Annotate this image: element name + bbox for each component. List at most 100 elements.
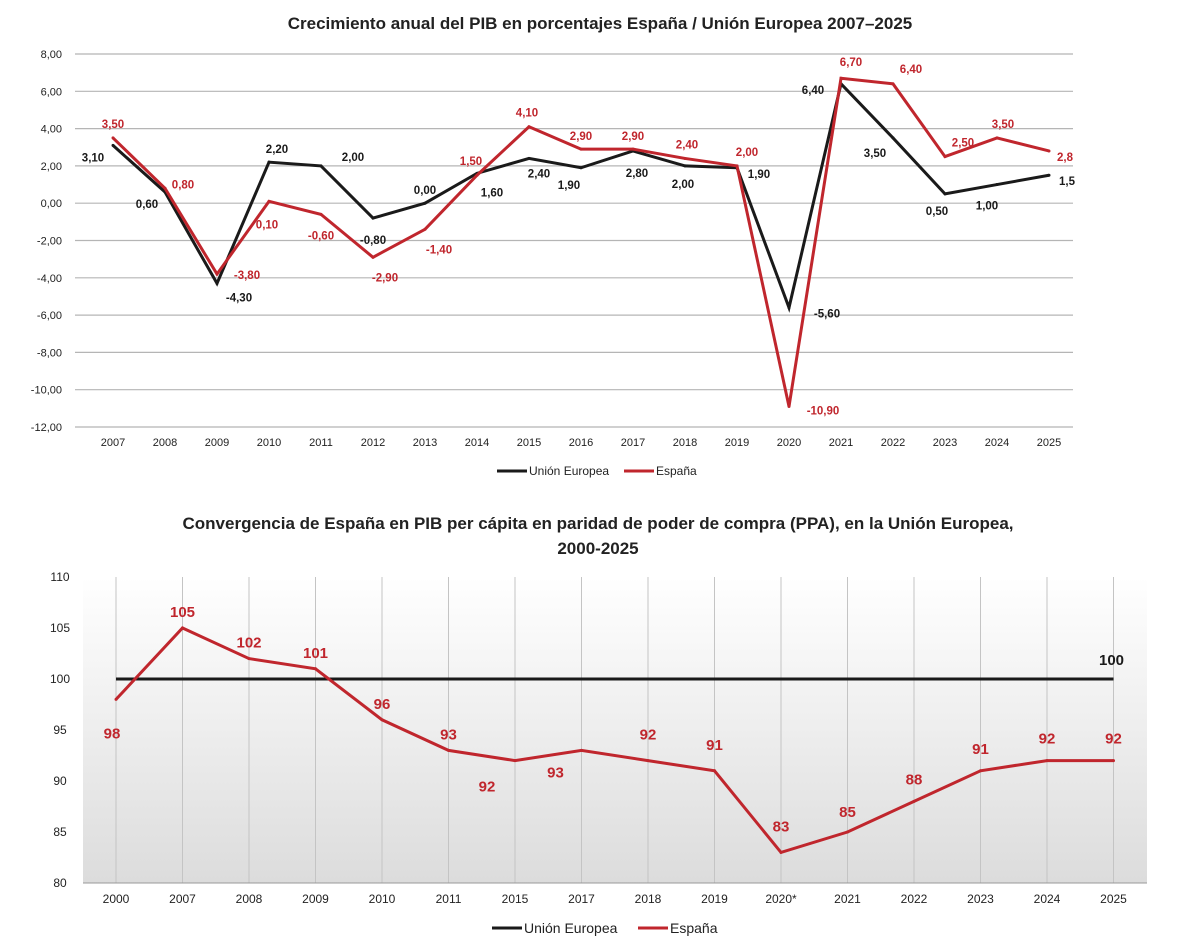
x-tick-label: 2011: [436, 892, 462, 906]
x-tick-label: 2025: [1037, 437, 1061, 449]
y-tick-label: -6,00: [37, 310, 62, 322]
data-point: [423, 227, 427, 231]
legend-label-espana: España: [656, 464, 697, 478]
x-tick-label: 2025: [1100, 892, 1127, 906]
data-label: 88: [906, 771, 923, 788]
data-point: [846, 830, 849, 834]
x-tick-label: 2021: [829, 437, 853, 449]
x-tick-label: 2015: [517, 437, 541, 449]
data-point: [215, 281, 219, 285]
x-tick-label: 2008: [153, 437, 177, 449]
x-tick-label: 2020*: [765, 892, 797, 906]
data-label: 2,90: [570, 131, 592, 143]
data-point: [891, 82, 895, 86]
data-point: [371, 255, 375, 259]
data-label: 92: [640, 727, 657, 744]
data-point: [1047, 149, 1051, 153]
data-label: 1,60: [481, 187, 503, 199]
data-label: 101: [303, 645, 328, 662]
data-label: 2,00: [672, 179, 694, 191]
data-label: 93: [440, 726, 457, 743]
data-label: 6,40: [900, 64, 922, 76]
data-point: [839, 76, 843, 80]
x-tick-label: 2009: [205, 437, 229, 449]
data-point: [943, 192, 947, 196]
x-tick-label: 2022: [881, 437, 905, 449]
x-tick-label: 2024: [1034, 892, 1061, 906]
data-point: [163, 186, 167, 190]
x-tick-label: 2007: [101, 437, 125, 449]
x-tick-label: 2017: [568, 892, 595, 906]
data-label: 92: [1105, 731, 1122, 748]
data-label: 6,70: [840, 57, 862, 69]
data-point: [267, 160, 271, 164]
x-tick-label: 2010: [257, 437, 281, 449]
legend-label-union-europea: Unión Europea: [529, 464, 609, 478]
data-label: 2,20: [266, 144, 288, 156]
chart1-title: Crecimiento anual del PIB en porcentajes…: [288, 14, 913, 33]
x-tick-label: 2007: [169, 892, 196, 906]
x-tick-label: 2010: [369, 892, 396, 906]
y-tick-label: 110: [50, 570, 69, 584]
data-label: 1,90: [558, 180, 580, 192]
data-label: -4,30: [226, 292, 252, 304]
data-point: [912, 799, 916, 803]
data-label: 91: [972, 741, 989, 758]
data-point: [319, 164, 323, 168]
data-label: 0,50: [926, 206, 948, 218]
data-point: [579, 166, 583, 170]
data-label: 0,00: [414, 185, 436, 197]
data-point: [527, 125, 531, 129]
x-tick-label: 2018: [635, 892, 662, 906]
plot-area: [83, 577, 1147, 883]
data-point: [735, 164, 739, 168]
data-label: -0,60: [308, 230, 334, 242]
x-tick-label: 2018: [673, 437, 697, 449]
data-point: [527, 156, 531, 160]
data-label: 3,50: [102, 119, 124, 131]
y-tick-label: 85: [53, 825, 67, 839]
data-label: -2,90: [372, 272, 398, 284]
data-point: [247, 657, 251, 661]
data-point: [579, 147, 583, 151]
x-tick-label: 2011: [309, 437, 333, 449]
x-tick-label: 2022: [901, 892, 928, 906]
data-point: [580, 748, 583, 752]
data-point: [319, 212, 323, 216]
data-label: 3,10: [82, 152, 104, 164]
x-tick-label: 2021: [834, 892, 861, 906]
data-label: -0,80: [360, 235, 386, 247]
x-tick-label: 2019: [701, 892, 728, 906]
chart2-title-years: 2000-2025: [557, 539, 638, 558]
x-tick-label: 2014: [465, 437, 489, 449]
data-point: [779, 850, 783, 854]
y-tick-label: 8,00: [41, 49, 62, 61]
data-label: 3,50: [992, 119, 1014, 131]
data-label: -5,60: [814, 309, 840, 321]
data-point: [1112, 759, 1115, 763]
y-tick-label: 100: [50, 672, 70, 686]
data-point: [314, 667, 317, 671]
data-label: 96: [374, 696, 391, 713]
y-tick-label: -4,00: [37, 273, 62, 285]
data-label: 2,00: [342, 152, 364, 164]
data-label: 6,40: [802, 85, 824, 97]
y-tick-label: -2,00: [37, 236, 62, 248]
y-tick-label: -8,00: [37, 347, 62, 359]
data-label: -3,80: [234, 270, 260, 282]
data-point: [114, 697, 118, 701]
data-label: 83: [773, 818, 790, 835]
data-label: 2,80: [626, 168, 648, 180]
data-point: [787, 404, 791, 408]
data-label: 0,10: [256, 219, 278, 231]
data-label: 2,8: [1057, 152, 1074, 164]
data-label: 4,10: [516, 108, 538, 120]
x-tick-label: 2015: [502, 892, 529, 906]
y-tick-label: 2,00: [41, 161, 62, 173]
legend-label-union-europea: Unión Europea: [524, 920, 618, 936]
union-europea-label: 100: [1099, 652, 1124, 669]
data-label: 2,90: [622, 131, 644, 143]
data-label: -10,90: [807, 405, 840, 417]
data-point: [631, 147, 635, 151]
y-tick-label: -12,00: [31, 422, 62, 434]
